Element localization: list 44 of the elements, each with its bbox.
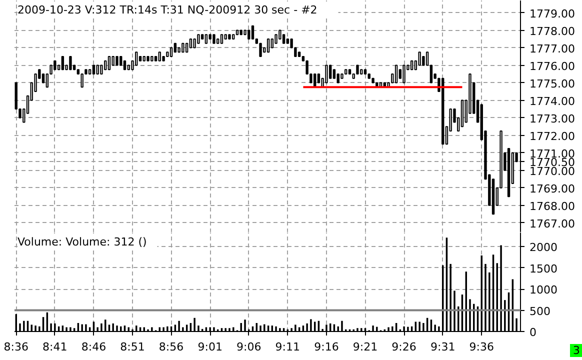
y-tick-label: 1769.00 [530, 182, 575, 196]
y-tick-label: 1778.00 [530, 24, 575, 38]
y-tick-label: 1773.00 [530, 112, 575, 126]
x-tick-label: 9:11 [275, 340, 300, 354]
y-tick-label: 2000 [530, 241, 558, 254]
candlestick [313, 74, 316, 88]
chart-title: Volume: Volume: 312 () [18, 236, 147, 248]
candlestick [394, 64, 398, 84]
y-tick-label: 1775.00 [530, 77, 575, 90]
y-tick-label: 1767.00 [530, 217, 575, 230]
x-tick-label: 9:01 [198, 340, 222, 354]
x-tick-label: 8:51 [120, 340, 145, 354]
x-tick-label: 8:46 [81, 340, 106, 354]
x-tick-label: 9:21 [352, 340, 378, 354]
y-tick-label: 500 [530, 304, 550, 318]
y-tick-label: 1776.00 [530, 60, 575, 73]
candlestick [402, 64, 406, 84]
x-tick-label: 9:16 [314, 340, 339, 354]
x-tick-label: 8:36 [4, 340, 28, 354]
y-tick-label: 1779.00 [530, 7, 575, 20]
text: 3 [570, 344, 582, 357]
x-tick-label: 9:06 [236, 340, 262, 354]
candlestick [325, 64, 328, 84]
candlestick [259, 42, 262, 58]
y-tick-label: 1768.00 [530, 200, 575, 213]
candlestick [69, 56, 72, 70]
x-tick-label: 8:56 [158, 340, 184, 354]
candlestick [108, 56, 111, 70]
candlestick [61, 56, 64, 70]
x-tick-label: 8:41 [42, 340, 68, 354]
y-tick-label: 1777.00 [530, 42, 575, 56]
y-tick-label: 0 [530, 326, 536, 339]
x-tick-label: 9:26 [392, 340, 416, 354]
y-tick-label: 1500 [530, 262, 558, 276]
y-tick-label: 1772.00 [530, 130, 575, 143]
candlestick [135, 52, 138, 66]
candlestick [418, 52, 421, 66]
x-tick-label: 9:31 [430, 340, 456, 354]
chart-title: 2009-10-23 V:312 TR:14s T:31 NQ-200912 30 sec - #2 [18, 4, 318, 16]
y-tick-label: 1000 [530, 284, 558, 297]
y-tick-label: 1774.00 [530, 94, 575, 108]
candlestick [251, 25, 254, 40]
candlestick [266, 38, 270, 53]
x-tick-label: 9:36 [469, 340, 494, 354]
